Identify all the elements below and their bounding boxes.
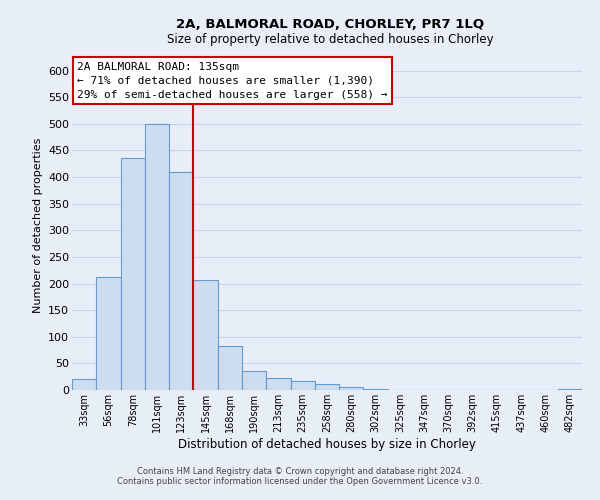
Bar bbox=[242, 372, 266, 390]
Text: Contains public sector information licensed under the Open Government Licence v3: Contains public sector information licen… bbox=[118, 477, 482, 486]
Bar bbox=[558, 389, 582, 390]
Text: 2A, BALMORAL ROAD, CHORLEY, PR7 1LQ: 2A, BALMORAL ROAD, CHORLEY, PR7 1LQ bbox=[176, 18, 484, 30]
Bar bbox=[145, 124, 169, 390]
Bar bbox=[218, 346, 242, 390]
Bar bbox=[315, 384, 339, 390]
Bar bbox=[290, 381, 315, 390]
Bar bbox=[169, 172, 193, 390]
Text: Size of property relative to detached houses in Chorley: Size of property relative to detached ho… bbox=[167, 32, 493, 46]
Bar bbox=[121, 158, 145, 390]
X-axis label: Distribution of detached houses by size in Chorley: Distribution of detached houses by size … bbox=[178, 438, 476, 450]
Bar bbox=[339, 388, 364, 390]
Text: Contains HM Land Registry data © Crown copyright and database right 2024.: Contains HM Land Registry data © Crown c… bbox=[137, 467, 463, 476]
Bar bbox=[193, 280, 218, 390]
Text: 2A BALMORAL ROAD: 135sqm
← 71% of detached houses are smaller (1,390)
29% of sem: 2A BALMORAL ROAD: 135sqm ← 71% of detach… bbox=[77, 62, 388, 100]
Bar bbox=[266, 378, 290, 390]
Bar bbox=[72, 380, 96, 390]
Bar bbox=[96, 277, 121, 390]
Y-axis label: Number of detached properties: Number of detached properties bbox=[32, 138, 43, 312]
